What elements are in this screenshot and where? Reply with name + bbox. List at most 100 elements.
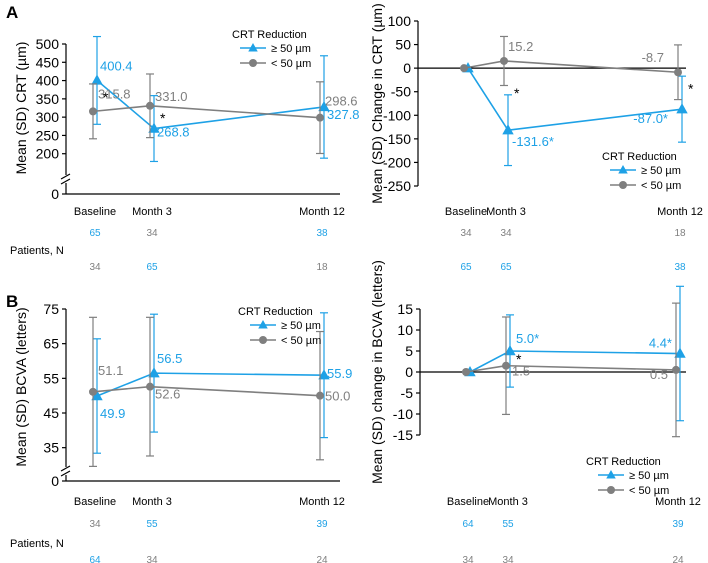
data-point-circle <box>316 114 324 122</box>
data-point-circle <box>462 368 470 376</box>
series-line <box>466 366 676 372</box>
data-label: 298.6 <box>325 94 358 109</box>
x-tick-label: Month 3 <box>486 206 526 218</box>
data-label: 52.6 <box>155 387 180 402</box>
data-point-circle <box>500 57 508 65</box>
patients-n-value: 65 <box>500 262 512 273</box>
x-tick-label: Baseline <box>445 206 487 218</box>
data-point-circle <box>316 392 324 400</box>
y-tick-label: -200 <box>383 154 411 170</box>
x-tick-label: Month 3 <box>132 496 172 508</box>
y-axis-label: Mean (SD) Change in CRT (µm) <box>369 3 385 204</box>
patients-n-value: 34 <box>462 555 474 563</box>
data-point-circle <box>89 388 97 396</box>
data-label: 55.9 <box>327 366 352 381</box>
patients-n-value: 39 <box>316 519 328 530</box>
y-tick-label: 500 <box>36 36 60 52</box>
x-tick-label: Month 12 <box>655 496 701 508</box>
patients-n-value: 34 <box>89 262 101 273</box>
patients-n-value: 39 <box>672 519 684 530</box>
legend-label-lt50: < 50 µm <box>271 58 311 70</box>
patients-n-value: 55 <box>146 519 158 530</box>
data-label: 5.0* <box>516 331 539 346</box>
legend-label-ge50: ≥ 50 µm <box>641 165 681 177</box>
data-point-triangle <box>676 103 687 113</box>
data-point-circle <box>146 102 154 110</box>
x-tick-label: Month 3 <box>132 206 172 218</box>
legend-title: CRT Reduction <box>232 29 307 41</box>
y-tick-label: 350 <box>36 91 60 107</box>
data-label: -8.7 <box>642 50 664 65</box>
chart-b1: 03545556575Mean (SD) BCVA (letters)Basel… <box>13 301 352 563</box>
data-label: -87.0* <box>633 111 668 126</box>
data-label: 49.9 <box>100 406 125 421</box>
y-tick-label: 75 <box>43 301 59 317</box>
y-axis-label: Mean (SD) CRT (µm) <box>13 42 29 175</box>
patients-n-value: 34 <box>500 228 512 239</box>
legend-label-ge50: ≥ 50 µm <box>271 43 311 55</box>
y-tick-label: 400 <box>36 73 60 89</box>
y-tick-label: -10 <box>393 406 413 422</box>
data-point-circle <box>89 107 97 115</box>
y-tick-label: 200 <box>36 146 60 162</box>
y-tick-label: -250 <box>383 178 411 194</box>
y-tick-label: 45 <box>43 405 59 421</box>
patients-n-value: 24 <box>672 555 684 563</box>
y-axis-label: Mean (SD) BCVA (letters) <box>13 307 29 466</box>
patients-n-value: 34 <box>460 228 472 239</box>
patients-n-value: 18 <box>674 228 686 239</box>
significance-star: * <box>160 110 166 126</box>
y-tick-label: 250 <box>36 127 60 143</box>
significance-star: * <box>516 351 522 367</box>
patients-n-value: 34 <box>89 519 101 530</box>
legend-label-lt50: < 50 µm <box>641 180 681 192</box>
data-label: -131.6* <box>512 134 554 149</box>
data-label: 327.8 <box>327 107 360 122</box>
data-label: 15.2 <box>508 39 533 54</box>
legend-marker-lt50 <box>607 486 615 494</box>
x-tick-label: Month 12 <box>657 206 703 218</box>
patients-n-value: 64 <box>89 555 101 563</box>
data-point-circle <box>146 383 154 391</box>
charts-container: 0200250300350400450500Mean (SD) CRT (µm)… <box>10 3 703 563</box>
patients-n-label: Patients, N <box>10 538 64 550</box>
x-tick-label: Baseline <box>447 496 489 508</box>
chart-a1: 0 200 250 300 350 400 450 500 Mean (SD) CRT (µm)… <box>13 29 360 273</box>
legend-label-lt50: < 50 µm <box>629 485 669 497</box>
legend-marker-lt50 <box>619 181 627 189</box>
y-tick-label: 0 <box>405 364 413 380</box>
data-label: 268.8 <box>157 125 190 140</box>
data-point-circle <box>672 366 680 374</box>
x-tick-label: Baseline <box>74 206 116 218</box>
figure: A B 0200250300350400450500Mean (SD) CRT … <box>0 0 708 563</box>
series-line <box>97 80 324 128</box>
y-tick-label: 450 <box>36 54 60 70</box>
patients-n-label: Patients, N <box>10 245 64 257</box>
patients-n-value: 34 <box>146 228 158 239</box>
patients-n-value: 38 <box>674 262 686 273</box>
patients-n-value: 64 <box>462 519 474 530</box>
legend-marker-lt50 <box>249 59 257 67</box>
y-tick-label: 5 <box>405 343 413 359</box>
patients-n-value: 65 <box>460 262 472 273</box>
legend-label-ge50: ≥ 50 µm <box>281 320 321 332</box>
y-tick-label: 100 <box>388 13 412 29</box>
y-tick-label: 15 <box>397 301 413 317</box>
y-tick-label: 0 <box>403 60 411 76</box>
y-tick-label: -5 <box>401 385 414 401</box>
data-point-circle <box>674 68 682 76</box>
chart-b2: -15-10-5051015Mean (SD) change in BCVA (… <box>369 260 701 563</box>
series-line <box>97 373 324 396</box>
x-tick-label: Month 12 <box>299 206 345 218</box>
significance-star: * <box>514 85 520 101</box>
y-tick-label: 55 <box>43 370 59 386</box>
patients-n-value: 38 <box>316 228 328 239</box>
data-label: 400.4 <box>100 58 133 73</box>
legend-title: CRT Reduction <box>602 151 677 163</box>
patients-n-value: 55 <box>502 519 514 530</box>
y-tick-label: -50 <box>391 84 411 100</box>
y-tick-label: 35 <box>43 440 59 456</box>
series-line <box>93 387 320 396</box>
y-tick-label: 65 <box>43 336 59 352</box>
patients-n-value: 34 <box>502 555 514 563</box>
